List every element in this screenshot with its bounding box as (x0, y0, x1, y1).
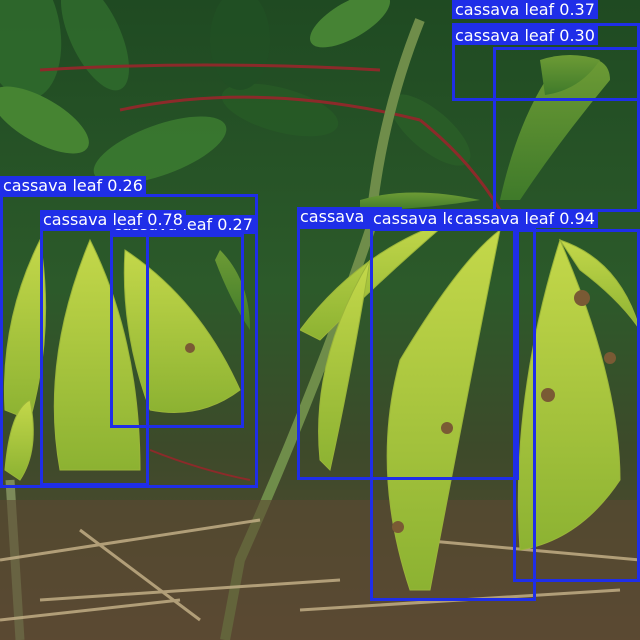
detection-box (110, 234, 244, 428)
detection-box (0, 194, 258, 488)
detection-box (513, 229, 640, 582)
detection-box (370, 228, 536, 601)
detection-label: cassava leaf 0.78 (40, 210, 186, 229)
detection-label: cassava leaf (370, 209, 476, 228)
detection-label: cassava leaf 0.37 (452, 0, 598, 19)
detection-box (40, 228, 149, 486)
detection-label: cassava leaf 0.30 (452, 26, 598, 45)
detection-label: cassava leaf 0.26 (0, 176, 146, 195)
detection-box (493, 47, 640, 212)
detection-label: cassava leaf 0.94 (452, 209, 598, 228)
